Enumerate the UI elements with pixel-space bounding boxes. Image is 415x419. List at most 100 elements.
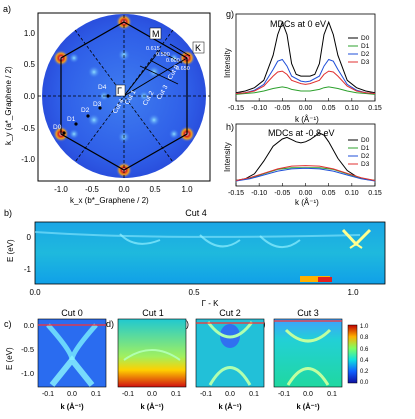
legend-label-d2: D2 bbox=[361, 51, 370, 58]
xtick-label: 0.10 bbox=[345, 190, 359, 197]
legend-label-d0: D0 bbox=[361, 137, 370, 144]
xtick-label: -0.10 bbox=[251, 190, 267, 197]
panel-b-ylabel: E (eV) bbox=[6, 239, 15, 262]
xtick-label: -0.05 bbox=[274, 190, 290, 197]
k-point-box bbox=[192, 41, 205, 54]
legend-label-d0: D0 bbox=[361, 35, 370, 42]
series-d3-line bbox=[235, 70, 376, 94]
b-ytick-1: 0 bbox=[27, 233, 32, 242]
panel-cdef: c) d) e) f) Cut 0 Cut 1 Cut 2 Cut 3 0.0 … bbox=[4, 308, 369, 411]
cbar-tick-2: 0.8 bbox=[360, 335, 369, 341]
m-point-label: M bbox=[152, 29, 160, 39]
cbar-tick-5: 0.2 bbox=[360, 369, 369, 375]
small-cuts-xticks: -0.1 0.0 0.1 -0.1 0.0 0.1 -0.1 0.0 0.1 -… bbox=[42, 391, 337, 398]
f-xtick-2: 0.0 bbox=[303, 391, 313, 398]
a-xtick-4: 0.5 bbox=[149, 185, 161, 194]
panel-c-label: c) bbox=[4, 319, 12, 329]
label-d3: D3 bbox=[93, 101, 102, 108]
panel-b-xticks: 0.0 0.5 1.0 bbox=[29, 288, 359, 297]
legend-label-d1: D1 bbox=[361, 43, 370, 50]
c-xlabel: k (Å⁻¹) bbox=[60, 402, 84, 411]
panel-b-title: Cut 4 bbox=[185, 208, 207, 218]
d-xtick-1: -0.1 bbox=[122, 391, 134, 398]
series-d2-line bbox=[235, 58, 376, 94]
fermi-map-spots bbox=[53, 14, 195, 178]
small-cuts-ylabel: E (eV) bbox=[5, 347, 14, 370]
a-xtick-2: -0.5 bbox=[85, 185, 99, 194]
panel-g-xlabel: k (Å⁻¹) bbox=[295, 115, 319, 124]
panel-b-yticks: 0 -1 bbox=[24, 233, 32, 274]
c-ytick-3: -1.0 bbox=[21, 369, 34, 378]
panel-b: b) Cut 4 0 -1 0.0 0.5 1.0 E (eV) Γ - K bbox=[4, 208, 386, 308]
legend-label-d1: D1 bbox=[361, 145, 370, 152]
c-xtick-3: 0.1 bbox=[91, 391, 101, 398]
b-xtick-1: 0.0 bbox=[29, 288, 41, 297]
a-ytick-3: 0.0 bbox=[24, 92, 36, 101]
xtick-label: 0.05 bbox=[322, 105, 336, 112]
cbar-tick-3: 0.6 bbox=[360, 347, 369, 353]
panel-a-xlabel: k_x (b*_Graphene / 2) bbox=[70, 196, 149, 205]
cut-lines bbox=[123, 43, 191, 97]
a-ytick-1: 1.0 bbox=[24, 29, 36, 38]
cut3-heatmap bbox=[273, 318, 343, 388]
panel-h-label: h) bbox=[226, 122, 234, 132]
e-xtick-3: 0.1 bbox=[249, 391, 259, 398]
xtick-label: 0.15 bbox=[368, 190, 382, 197]
c-ytick-1: 0.0 bbox=[24, 321, 34, 330]
cut1-band bbox=[123, 349, 181, 361]
xtick-label: -0.05 bbox=[274, 105, 290, 112]
panel-g-label: g) bbox=[226, 9, 234, 19]
d-xtick-2: 0.0 bbox=[147, 391, 157, 398]
series-d0-line bbox=[235, 132, 376, 181]
cut4-hotspot bbox=[300, 276, 330, 282]
label-0600: 0.600 bbox=[166, 58, 180, 64]
c-xtick-2: 0.0 bbox=[67, 391, 77, 398]
panel-h-series bbox=[235, 132, 376, 182]
panel-h-xticks: -0.15 -0.10 -0.05 0.00 0.05 0.10 0.15 bbox=[228, 183, 382, 197]
cut1-title: Cut 1 bbox=[142, 308, 164, 318]
legend-label-d3: D3 bbox=[361, 161, 370, 168]
d-xlabel: k (Å⁻¹) bbox=[140, 402, 164, 411]
cut2-title: Cut 2 bbox=[219, 308, 241, 318]
series-d0-line bbox=[235, 20, 376, 94]
cut0-yticks: 0.0 -0.5 -1.0 bbox=[21, 321, 34, 378]
c-xtick-1: -0.1 bbox=[42, 391, 54, 398]
panel-a-ylabel: k_y (a*_Graphene / 2) bbox=[4, 66, 13, 145]
legend-label-d2: D2 bbox=[361, 153, 370, 160]
xtick-label: -0.15 bbox=[228, 105, 244, 112]
panel-a-frame bbox=[37, 12, 211, 182]
panel-h: h) MDCs at -0.8 eV Intensity -0.15 -0.10-… bbox=[223, 122, 382, 207]
cbar-tick-1: 1.0 bbox=[360, 324, 369, 330]
e-xtick-1: -0.1 bbox=[200, 391, 212, 398]
label-d4: D4 bbox=[98, 84, 107, 91]
panel-g-title: MDCs at 0 eV bbox=[270, 19, 326, 29]
d-markers bbox=[62, 94, 110, 135]
a-xtick-5: 1.0 bbox=[181, 185, 193, 194]
m-point-box bbox=[149, 27, 162, 40]
panel-h-xlabel: k (Å⁻¹) bbox=[295, 198, 319, 207]
colorbar bbox=[347, 324, 358, 384]
a-xtick-3: 0.0 bbox=[118, 185, 130, 194]
panel-b-xlabel: Γ - K bbox=[202, 299, 220, 308]
panel-g-ylabel: Intensity bbox=[223, 48, 232, 78]
cut2-band bbox=[206, 321, 254, 339]
b-ytick-2: -1 bbox=[24, 265, 32, 274]
xtick-label: 0.05 bbox=[322, 190, 336, 197]
cbar-tick-4: 0.4 bbox=[360, 358, 369, 364]
panel-d-label: d) bbox=[106, 319, 114, 329]
panel-a: a) bbox=[3, 4, 211, 205]
a-ytick-5: -1.0 bbox=[21, 155, 35, 164]
xtick-label: 0.00 bbox=[299, 105, 313, 112]
f-xtick-1: -0.1 bbox=[278, 391, 290, 398]
cut0-cone-lower bbox=[49, 355, 95, 387]
panel-g-frame bbox=[235, 13, 376, 102]
xtick-label: 0.00 bbox=[299, 190, 313, 197]
c-ytick-2: -0.5 bbox=[21, 345, 34, 354]
a-xtick-1: -1.0 bbox=[54, 185, 68, 194]
panel-g-series bbox=[235, 20, 376, 95]
panel-a-xticks: -1.0 -0.5 0.0 0.5 1.0 bbox=[54, 185, 193, 194]
label-d0: D0 bbox=[53, 124, 62, 131]
cut4-hotspot-red bbox=[318, 277, 332, 282]
